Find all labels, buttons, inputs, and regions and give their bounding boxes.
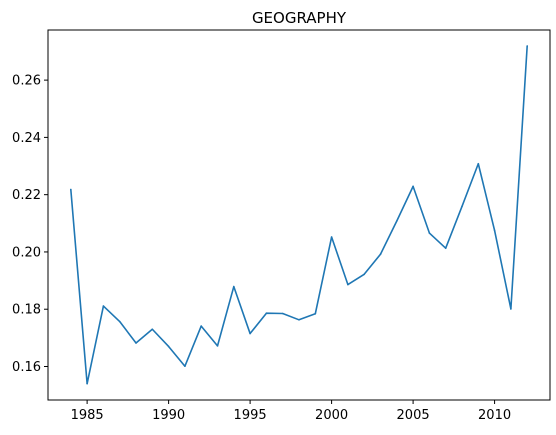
x-tick-label: 1990: [152, 408, 185, 423]
data-point: [265, 312, 268, 315]
data-point: [395, 220, 398, 222]
data-points: [70, 45, 528, 385]
data-point: [477, 162, 480, 165]
data-point: [135, 342, 137, 344]
data-point: [412, 185, 414, 188]
data-point: [444, 247, 447, 250]
y-tick-label: 0.16: [12, 360, 41, 375]
chart-title: GEOGRAPHY: [252, 9, 347, 27]
data-point: [526, 45, 528, 47]
data-point: [151, 328, 154, 331]
data-point: [510, 308, 512, 310]
data-point: [379, 253, 382, 256]
data-point: [493, 229, 496, 232]
y-tick-label: 0.26: [12, 74, 41, 89]
data-point: [363, 273, 365, 276]
data-point: [118, 320, 121, 323]
x-tick-label: 1995: [234, 408, 267, 423]
y-tick-label: 0.18: [12, 303, 41, 318]
data-point: [428, 232, 431, 234]
y-axis: 0.16 0.18 0.20 0.22 0.24 0.26: [12, 74, 48, 375]
data-point: [167, 345, 170, 348]
data-point: [216, 345, 219, 347]
data-point: [249, 332, 251, 335]
y-tick-label: 0.22: [12, 188, 41, 203]
data-point: [347, 283, 349, 286]
x-tick-label: 1985: [71, 408, 104, 423]
data-point: [102, 305, 105, 307]
data-point: [281, 312, 284, 315]
data-point: [314, 313, 317, 315]
series-line: [70, 45, 528, 385]
y-tick-label: 0.20: [12, 245, 41, 260]
data-point: [298, 319, 300, 321]
data-point: [184, 365, 186, 368]
y-tick-label: 0.24: [12, 131, 41, 146]
data-point: [200, 325, 203, 327]
data-point: [86, 382, 88, 385]
x-axis: 1985 1990 1995 2000 2005 2010: [71, 400, 511, 423]
data-point: [461, 205, 463, 208]
data-point: [233, 285, 235, 288]
x-tick-label: 2010: [478, 408, 511, 423]
plot-area-frame: [47, 29, 551, 401]
data-point: [70, 188, 72, 191]
x-tick-label: 2000: [315, 408, 348, 423]
x-tick-label: 2005: [397, 408, 430, 423]
data-point: [330, 236, 333, 238]
